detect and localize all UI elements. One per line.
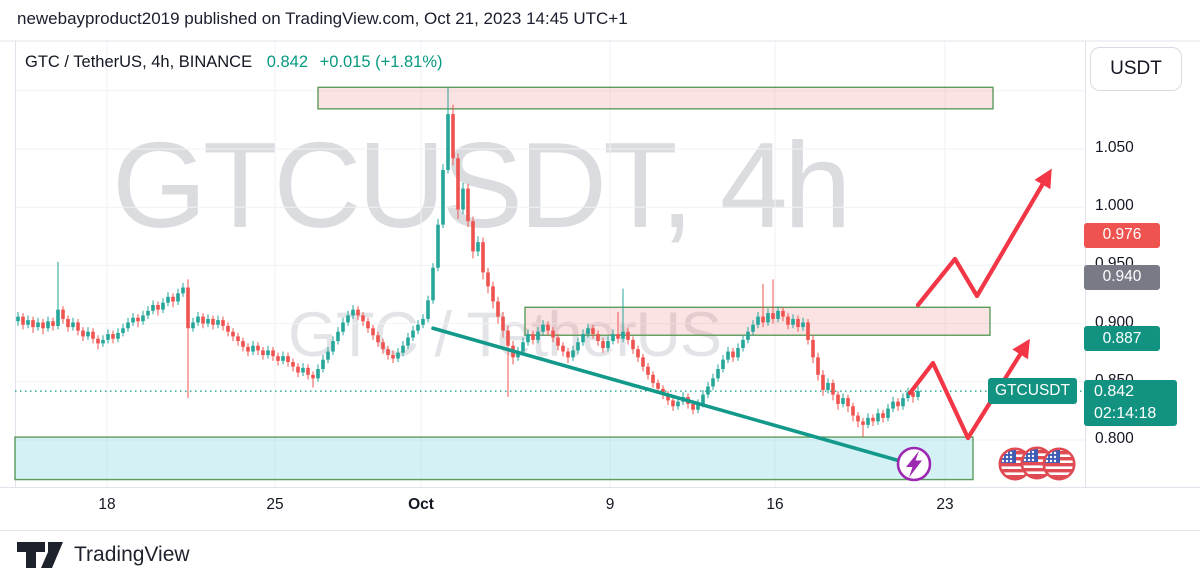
currency-toggle-button[interactable]: USDT [1090,47,1182,91]
symbol-title: GTC / TetherUS, 4h, BINANCE [25,53,253,71]
price-axis-label: 0.800 [1095,430,1134,447]
symbol-legend[interactable]: GTC / TetherUS, 4h, BINANCE 0.842 +0.015… [25,53,443,72]
price-axis-label: 1.000 [1095,197,1134,215]
time-axis-label: 16 [766,496,784,513]
legend-change: +0.015 (+1.81%) [319,53,443,71]
gridlines [0,40,1200,531]
tradingview-logo-icon [17,542,63,568]
last-price-value: 0.842 [1094,383,1135,400]
price-level-badge-zone-level: 0.887 [1084,326,1160,352]
bar-countdown: 02:14:18 [1094,405,1157,422]
last-price-badge: 0.842 02:14:18 [1084,380,1177,426]
resistance-zone-upper[interactable] [317,86,994,110]
price-level-badge-mid-level: 0.940 [1084,264,1160,290]
legend-last-price: 0.842 [266,53,308,71]
brand-footer: TradingView [15,540,190,570]
time-axis-label: 25 [266,496,284,513]
time-axis-label: 23 [936,496,954,513]
us-flag-icon [1042,447,1076,481]
lightning-icon[interactable] [896,446,932,482]
time-axis-label: 9 [605,496,615,513]
brand-name: TradingView [74,543,190,566]
chart-watermark-symbol: GTCUSDT, 4h [112,117,852,253]
descending-trendline[interactable] [431,326,910,466]
attribution-text: newebayproduct2019 published on TradingV… [17,9,628,28]
price-axis-label: 1.050 [1095,139,1134,156]
time-axis-label: 18 [98,496,116,513]
price-level-badge-high-alert: 0.976 [1084,222,1160,248]
last-price-symbol-chip: GTCUSDT [988,378,1077,404]
time-axis-label: Oct [408,496,434,513]
support-zone-lower[interactable] [14,436,974,481]
projection-arrow-upper[interactable] [915,168,1052,308]
candles-layer [16,87,920,437]
